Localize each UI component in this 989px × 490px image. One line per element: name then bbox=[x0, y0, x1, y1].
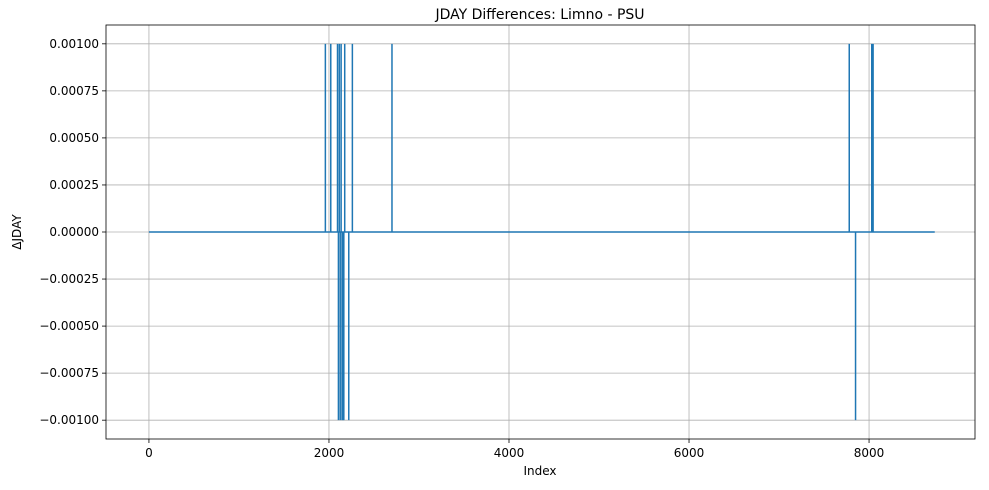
y-tick-label: 0.00100 bbox=[49, 37, 99, 51]
x-tick-label: 8000 bbox=[854, 446, 885, 460]
y-tick-label: −0.00075 bbox=[39, 366, 99, 380]
x-axis-label: Index bbox=[523, 464, 556, 478]
y-tick-label: 0.00075 bbox=[49, 84, 99, 98]
y-tick-label: 0.00000 bbox=[49, 225, 99, 239]
x-tick-label: 2000 bbox=[314, 446, 345, 460]
y-axis-ticks: −0.00100 −0.00075 −0.00050 −0.00025 0.00000 0… bbox=[39, 37, 106, 427]
y-tick-label: 0.00050 bbox=[49, 131, 99, 145]
x-tick-label: 4000 bbox=[494, 446, 525, 460]
x-tick-label: 6000 bbox=[674, 446, 705, 460]
y-axis-label: ΔJDAY bbox=[10, 214, 24, 250]
y-tick-label: −0.00025 bbox=[39, 272, 99, 286]
y-tick-label: −0.00050 bbox=[39, 319, 99, 333]
x-tick-label: 0 bbox=[145, 446, 153, 460]
y-tick-label: −0.00100 bbox=[39, 413, 99, 427]
series-layer bbox=[148, 43, 935, 421]
x-axis-ticks: 0 2000 4000 6000 8000 bbox=[145, 439, 884, 460]
chart-title: JDAY Differences: Limno - PSU bbox=[434, 7, 644, 23]
y-tick-label: 0.00025 bbox=[49, 178, 99, 192]
